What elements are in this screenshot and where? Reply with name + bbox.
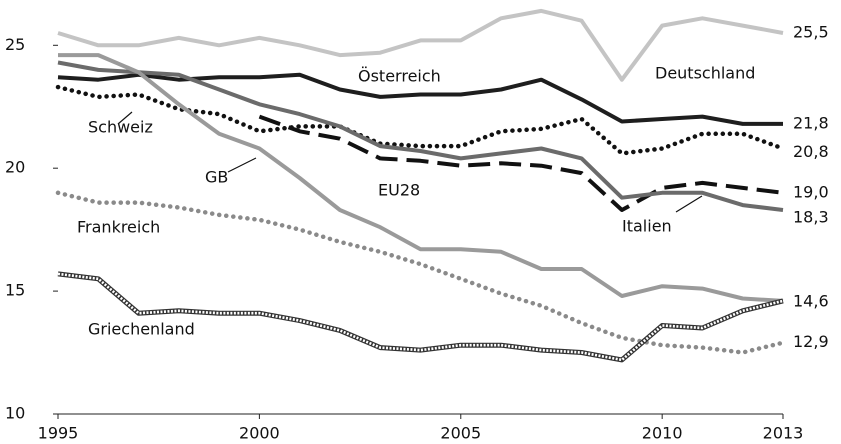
series-line bbox=[258, 114, 784, 212]
series-name: Österreich bbox=[358, 67, 441, 86]
end-label: 20,8 bbox=[793, 142, 829, 161]
y-tick-label: 10 bbox=[5, 404, 25, 423]
x-tick-label: 2005 bbox=[440, 424, 481, 443]
y-tick-label: 25 bbox=[5, 35, 25, 54]
series-name: Griechenland bbox=[88, 320, 195, 339]
end-label: 14,6 bbox=[793, 291, 829, 310]
series-line bbox=[55, 84, 786, 156]
series-name: Frankreich bbox=[77, 218, 160, 237]
x-tick-label: 2000 bbox=[239, 424, 280, 443]
end-label: 21,8 bbox=[793, 113, 829, 132]
end-label: 25,5 bbox=[793, 23, 829, 42]
y-tick-label: 15 bbox=[5, 281, 25, 300]
series-name: Italien bbox=[622, 217, 672, 236]
x-tick-label: 2013 bbox=[763, 424, 804, 443]
leader-line bbox=[227, 157, 257, 173]
leader-line bbox=[675, 195, 703, 213]
y-tick-label: 20 bbox=[5, 158, 25, 177]
end-label: 19,0 bbox=[793, 182, 829, 201]
series-line bbox=[57, 60, 784, 212]
end-label: 12,9 bbox=[793, 332, 829, 351]
series-name: GB bbox=[205, 168, 228, 187]
series-line bbox=[57, 8, 784, 82]
x-tick-label: 1995 bbox=[38, 424, 79, 443]
series-line bbox=[55, 190, 786, 355]
series-line bbox=[57, 72, 783, 126]
leader-line bbox=[117, 111, 133, 125]
series-name: Schweiz bbox=[88, 118, 153, 137]
series-line bbox=[58, 53, 784, 303]
x-tick-label: 2010 bbox=[642, 424, 683, 443]
end-label: 18,3 bbox=[793, 207, 829, 226]
series-name: EU28 bbox=[378, 181, 420, 200]
series-name: Deutschland bbox=[655, 64, 755, 83]
series-line-hatch bbox=[57, 272, 784, 362]
